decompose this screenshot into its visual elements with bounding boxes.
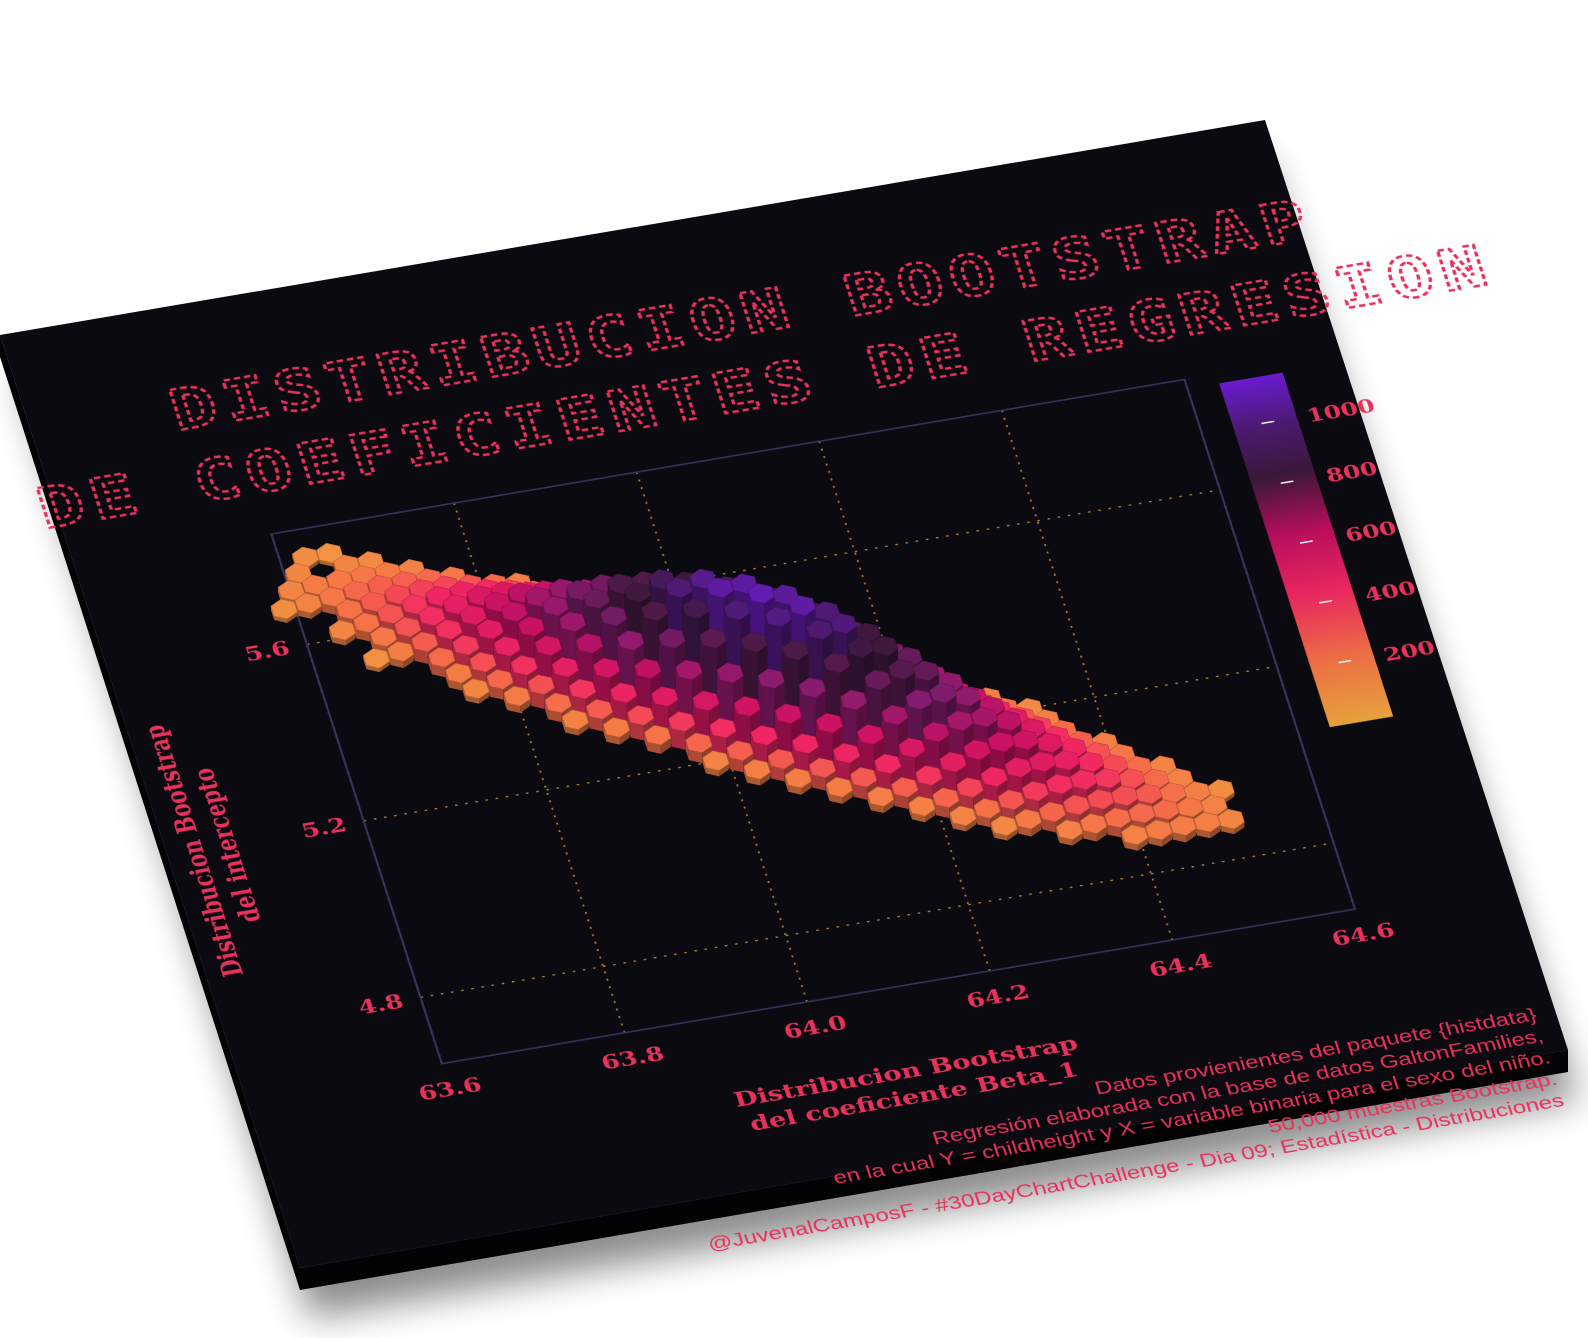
hex-column bbox=[328, 620, 356, 646]
hex-column bbox=[743, 759, 771, 786]
hex-column bbox=[973, 798, 1001, 828]
hex-column bbox=[1169, 815, 1197, 843]
hex-column bbox=[644, 724, 672, 754]
hex-column bbox=[1193, 811, 1221, 839]
hex-column bbox=[270, 598, 298, 623]
hex-column bbox=[294, 593, 322, 619]
grid-line-y bbox=[420, 842, 1334, 999]
hex-column bbox=[362, 648, 390, 673]
hex-column bbox=[908, 795, 936, 823]
hex-column bbox=[784, 767, 812, 795]
hex-column bbox=[602, 717, 631, 745]
hex-column bbox=[932, 787, 960, 819]
hex-column bbox=[891, 777, 919, 809]
hex-column bbox=[1014, 808, 1042, 837]
hex-column bbox=[867, 786, 895, 814]
hex-column bbox=[1055, 819, 1083, 846]
hex-column bbox=[1121, 824, 1149, 851]
hex-column bbox=[685, 732, 713, 764]
legend-tick-mark bbox=[1299, 540, 1313, 544]
hexbin-columns bbox=[270, 542, 1245, 851]
hex-column bbox=[462, 678, 490, 704]
legend-tick-mark bbox=[1261, 420, 1275, 425]
legend-tick-mark bbox=[1338, 659, 1352, 664]
hex-column bbox=[990, 815, 1018, 841]
hex-column bbox=[411, 631, 439, 664]
hex-column bbox=[1080, 813, 1108, 842]
hex-column bbox=[825, 777, 853, 804]
hex-column bbox=[561, 709, 589, 736]
hex-column bbox=[767, 748, 795, 782]
hex-column bbox=[702, 750, 730, 777]
legend-tick-mark bbox=[1319, 600, 1333, 604]
hex-column bbox=[1128, 802, 1156, 834]
hex-column bbox=[949, 805, 977, 832]
hex-column bbox=[503, 685, 531, 713]
hex-column bbox=[1145, 819, 1173, 847]
legend-tick-mark bbox=[1280, 480, 1294, 484]
legend-colorbar bbox=[1219, 372, 1394, 728]
plot-frame bbox=[270, 378, 1357, 1065]
